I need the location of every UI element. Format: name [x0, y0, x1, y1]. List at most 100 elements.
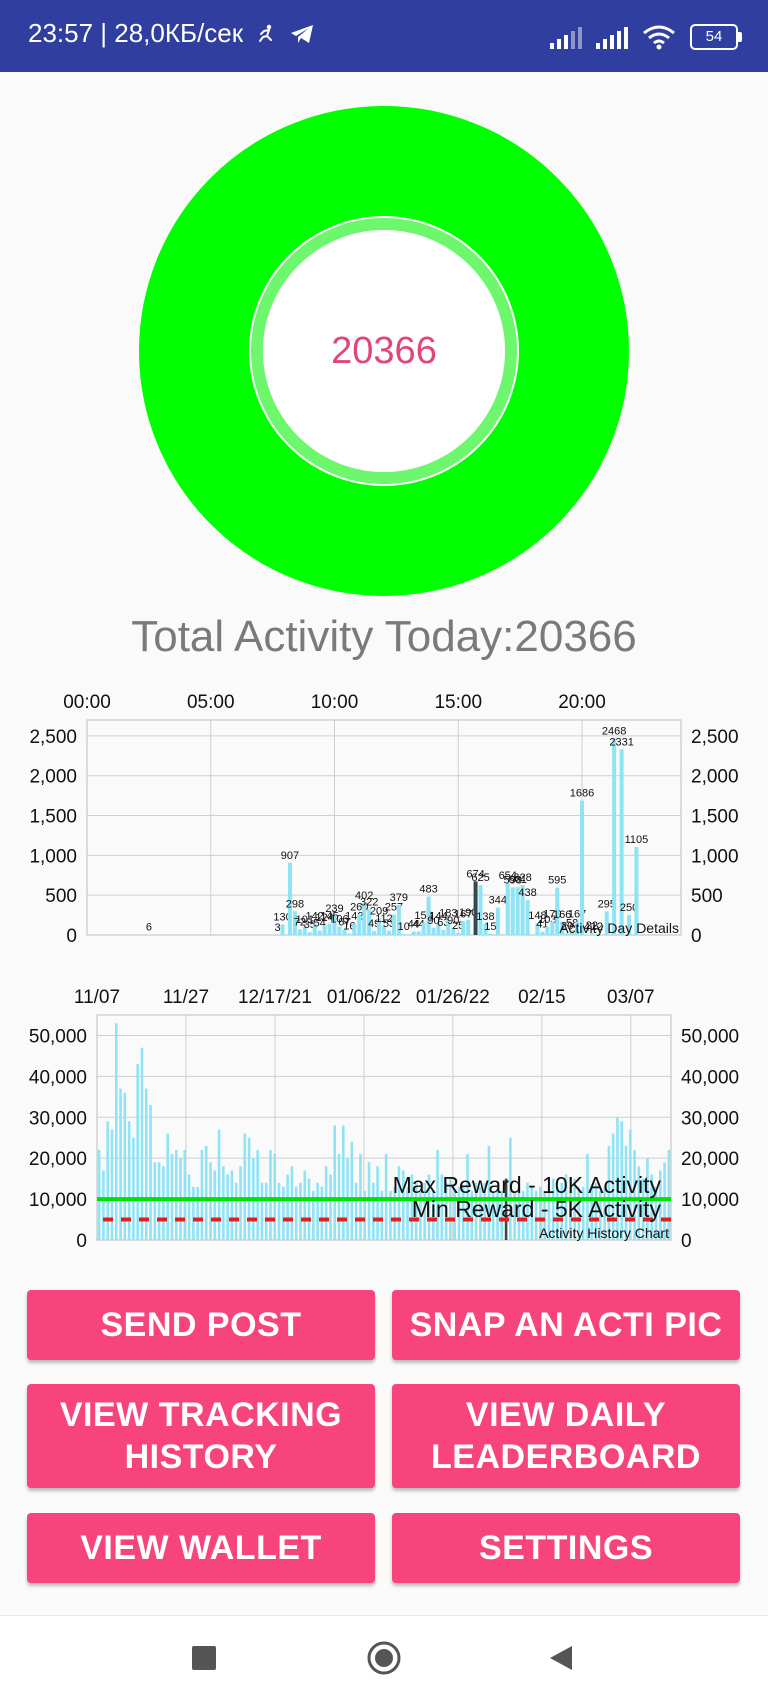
day-bar	[402, 934, 406, 935]
hist-bar	[256, 1150, 259, 1240]
leaderboard-label-line1: VIEW DAILY	[466, 1394, 666, 1436]
day-y-tick-right: 2,000	[691, 767, 739, 788]
day-x-tick: 10:00	[311, 692, 359, 713]
day-bar	[456, 933, 460, 935]
hist-bar	[145, 1089, 148, 1240]
day-bar-label: 344	[489, 895, 507, 907]
hist-bar	[205, 1146, 208, 1240]
hist-x-tick: 01/26/22	[416, 987, 490, 1008]
hist-x-tick: 03/07	[607, 987, 655, 1008]
wallet-label: VIEW WALLET	[80, 1527, 322, 1569]
tracking-label-line2: HISTORY	[125, 1436, 278, 1478]
day-bar	[466, 920, 470, 935]
hist-y-tick-left: 40,000	[29, 1067, 87, 1088]
hist-bar	[243, 1134, 246, 1240]
hist-bar	[303, 1170, 306, 1240]
back-icon[interactable]	[548, 1644, 574, 1672]
hist-y-tick-left: 10,000	[29, 1190, 87, 1211]
hist-y-tick-left: 20,000	[29, 1149, 87, 1170]
hist-bar	[98, 1150, 101, 1240]
day-x-tick: 05:00	[187, 692, 235, 713]
hist-bar	[235, 1183, 238, 1240]
hist-y-tick-right: 20,000	[681, 1149, 739, 1170]
day-bar	[352, 924, 356, 935]
day-bar	[323, 925, 327, 935]
hist-y-tick-right: 0	[681, 1231, 692, 1252]
day-bar	[496, 908, 500, 935]
day-bar	[347, 934, 351, 935]
hist-bar	[196, 1187, 199, 1240]
activity-ring: 20366	[139, 106, 629, 596]
total-activity-label: Total Activity Today:20366	[0, 612, 768, 662]
tracking-label-line1: VIEW TRACKING	[60, 1394, 342, 1436]
day-y-tick-left: 500	[45, 886, 77, 907]
signal-1-icon	[550, 25, 582, 49]
recent-apps-icon[interactable]	[192, 1646, 216, 1670]
hist-bar	[342, 1125, 345, 1240]
day-bar-label: 379	[390, 892, 408, 904]
hist-bar	[329, 1175, 332, 1240]
status-left: 23:57 | 28,0КБ/сек	[28, 18, 315, 49]
hist-bar	[316, 1183, 319, 1240]
day-bar	[441, 930, 445, 935]
day-y-tick-right: 0	[691, 926, 702, 947]
telegram-icon	[289, 23, 315, 45]
status-time-speed: 23:57 | 28,0КБ/сек	[28, 18, 243, 49]
day-bar	[417, 931, 421, 935]
hist-y-tick-right: 50,000	[681, 1026, 739, 1047]
day-bar	[281, 925, 285, 935]
signal-2-icon	[596, 25, 628, 49]
status-right: 54	[550, 24, 738, 50]
day-bar-label: 6	[146, 922, 152, 934]
snap-pic-button[interactable]: SNAP AN ACTI PIC	[392, 1290, 740, 1360]
wifi-icon	[642, 24, 676, 50]
hist-x-tick: 01/06/22	[327, 987, 401, 1008]
hist-bar	[372, 1183, 375, 1240]
hist-bar	[111, 1130, 114, 1240]
hist-bar	[162, 1166, 165, 1240]
view-daily-leaderboard-button[interactable]: VIEW DAILY LEADERBOARD	[392, 1384, 740, 1488]
hist-bar	[192, 1187, 195, 1240]
day-x-tick: 15:00	[434, 692, 482, 713]
hist-bar	[325, 1166, 328, 1240]
hist-bar	[351, 1142, 354, 1240]
day-bar-label: 1105	[625, 834, 649, 846]
day-y-tick-left: 1,500	[29, 807, 77, 828]
leaderboard-label-line2: LEADERBOARD	[431, 1436, 701, 1478]
hist-y-tick-right: 40,000	[681, 1067, 739, 1088]
day-bar-label: 2331	[609, 736, 633, 748]
hist-bar	[359, 1154, 362, 1240]
hist-bar	[368, 1162, 371, 1240]
view-tracking-history-button[interactable]: VIEW TRACKING HISTORY	[27, 1384, 375, 1488]
hist-chart-description: Activity History Chart	[539, 1225, 669, 1241]
hist-bar	[226, 1175, 229, 1240]
hist-bar	[102, 1170, 105, 1240]
hist-bar	[218, 1130, 221, 1240]
hist-bar	[295, 1187, 298, 1240]
hist-bar	[282, 1187, 285, 1240]
view-wallet-button[interactable]: VIEW WALLET	[27, 1513, 375, 1583]
day-bar	[308, 932, 312, 935]
hist-bar	[154, 1162, 157, 1240]
settings-button[interactable]: SETTINGS	[392, 1513, 740, 1583]
hist-bar	[248, 1138, 251, 1240]
hist-bar	[136, 1064, 139, 1240]
max-reward-label: Max Reward - 10K Activity	[393, 1172, 662, 1198]
day-bar	[432, 928, 436, 935]
hist-x-tick: 12/17/21	[238, 987, 312, 1008]
home-icon[interactable]	[366, 1640, 402, 1676]
hist-bar	[321, 1187, 324, 1240]
hist-bar	[209, 1162, 212, 1240]
day-bar	[550, 921, 554, 935]
hist-bar	[333, 1125, 336, 1240]
day-chart-description: Activity Day Details	[559, 920, 679, 936]
send-post-button[interactable]: SEND POST	[27, 1290, 375, 1360]
hist-bar	[149, 1105, 152, 1240]
day-y-tick-right: 1,500	[691, 807, 739, 828]
day-y-tick-left: 1,000	[29, 846, 77, 867]
hist-y-tick-right: 10,000	[681, 1190, 739, 1211]
hist-bar	[175, 1150, 178, 1240]
day-bar	[506, 883, 510, 935]
